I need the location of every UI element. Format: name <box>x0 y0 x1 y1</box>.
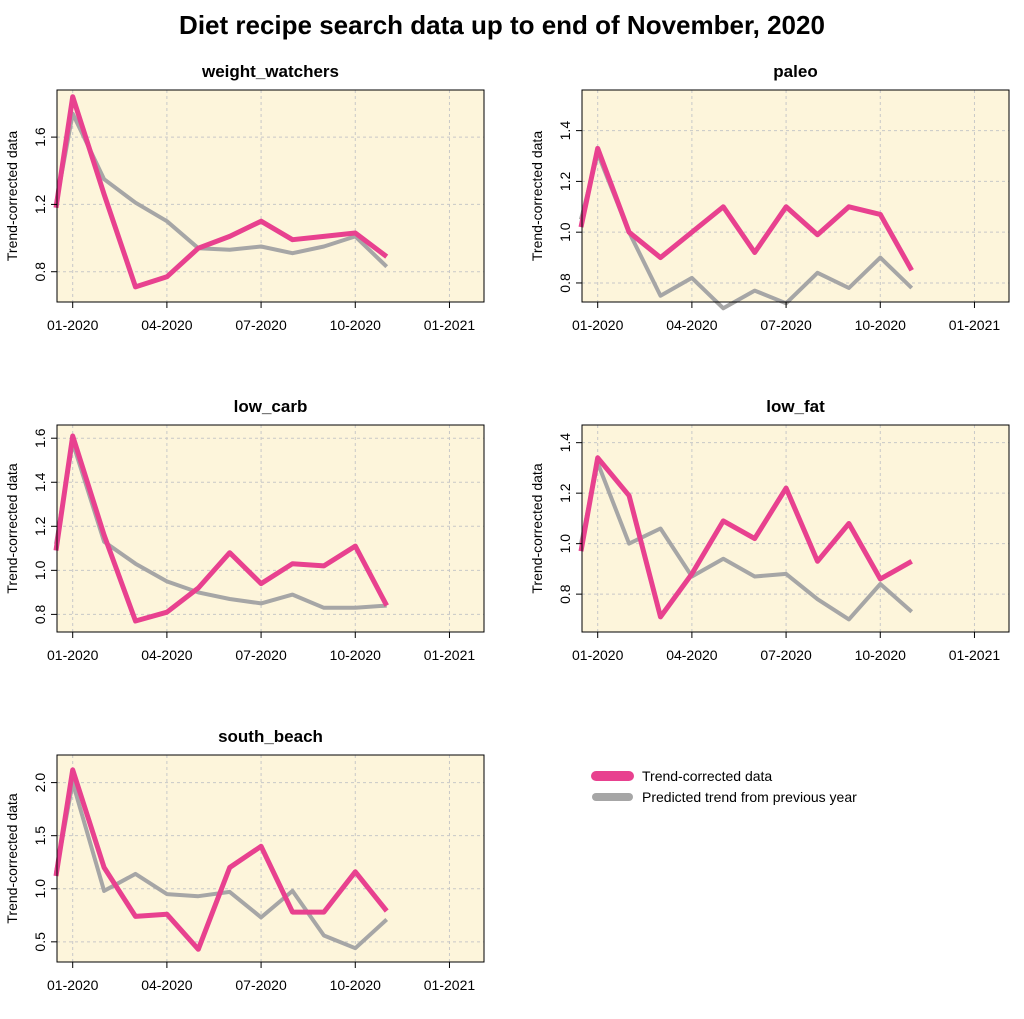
y-tick-label: 1.2 <box>557 483 573 503</box>
panel-low_carb: 01-2020 04-2020 07-2020 10-2020 01-2021 0.8 1.… <box>4 397 485 663</box>
y-tick-label: 1.0 <box>557 534 573 554</box>
y-tick-label: 0.8 <box>32 262 48 282</box>
plot-background <box>57 755 484 962</box>
plot-border <box>56 424 485 633</box>
legend-label: Predicted trend from previous year <box>642 789 857 805</box>
y-axis-label: Trend-corrected data <box>529 131 545 261</box>
y-tick-label: 1.2 <box>557 171 573 191</box>
x-tick-label: 01-2020 <box>47 647 99 663</box>
panels: 01-2020 04-2020 07-2020 10-2020 01-2021 0.8 1.… <box>4 62 1010 993</box>
panel-title: weight_watchers <box>201 62 339 81</box>
series-line-predicted <box>54 780 389 951</box>
plot-background <box>582 425 1009 632</box>
plot-border <box>56 754 485 963</box>
y-tick-label: 1.4 <box>32 472 48 492</box>
x-tick-label: 04-2020 <box>141 977 193 993</box>
x-tick-label: 07-2020 <box>760 647 812 663</box>
x-tick-label: 10-2020 <box>855 647 907 663</box>
x-tick-label: 07-2020 <box>235 977 287 993</box>
x-tick-label: 01-2020 <box>47 317 99 333</box>
panel-title: low_carb <box>234 397 308 416</box>
x-tick-label: 10-2020 <box>330 977 382 993</box>
x-tick-label: 01-2021 <box>949 647 1001 663</box>
x-tick-label: 04-2020 <box>141 647 193 663</box>
y-tick-label: 1.6 <box>32 127 48 147</box>
y-tick-label: 0.8 <box>557 584 573 604</box>
y-tick-label: 1.0 <box>32 560 48 580</box>
x-tick-label: 10-2020 <box>855 317 907 333</box>
x-tick-label: 01-2020 <box>47 977 99 993</box>
x-tick-label: 04-2020 <box>666 317 718 333</box>
y-tick-label: 0.8 <box>557 273 573 293</box>
panel-low_fat: 01-2020 04-2020 07-2020 10-2020 01-2021 0.8 1.… <box>529 397 1010 663</box>
y-tick-label: 1.4 <box>557 121 573 141</box>
y-axis-label: Trend-corrected data <box>4 463 20 593</box>
x-tick-label: 04-2020 <box>666 647 718 663</box>
x-tick-label: 01-2021 <box>424 977 476 993</box>
y-tick-label: 1.5 <box>32 826 48 846</box>
plot-background <box>582 90 1009 302</box>
figure-title: Diet recipe search data up to end of Nov… <box>179 10 825 40</box>
plot-background <box>57 90 484 302</box>
legend-label: Trend-corrected data <box>642 768 772 784</box>
panel-title: low_fat <box>766 397 825 416</box>
x-tick-label: 10-2020 <box>330 647 382 663</box>
x-tick-label: 01-2020 <box>572 317 624 333</box>
panel-title: south_beach <box>218 727 323 746</box>
y-tick-label: 1.2 <box>32 194 48 214</box>
y-tick-label: 1.0 <box>557 222 573 242</box>
x-tick-label: 01-2020 <box>572 647 624 663</box>
x-tick-label: 07-2020 <box>235 317 287 333</box>
y-axis-label: Trend-corrected data <box>4 131 20 261</box>
x-tick-label: 04-2020 <box>141 317 193 333</box>
y-axis-label: Trend-corrected data <box>4 793 20 923</box>
panel-weight_watchers: 01-2020 04-2020 07-2020 10-2020 01-2021 0.8 1.… <box>4 62 485 333</box>
x-tick-label: 07-2020 <box>760 317 812 333</box>
series-line-trend <box>53 767 389 952</box>
plot-border <box>581 424 1010 633</box>
panel-paleo: 01-2020 04-2020 07-2020 10-2020 01-2021 0.8 1.… <box>529 62 1010 333</box>
y-tick-label: 1.2 <box>32 516 48 536</box>
x-tick-label: 01-2021 <box>424 647 476 663</box>
series-line-trend <box>53 94 389 290</box>
y-tick-label: 1.4 <box>557 433 573 453</box>
y-tick-label: 1.6 <box>32 428 48 448</box>
y-tick-label: 1.0 <box>32 879 48 899</box>
plot-border <box>56 89 485 303</box>
series-line-trend <box>578 145 914 272</box>
y-tick-label: 0.5 <box>32 932 48 952</box>
y-tick-label: 0.8 <box>32 604 48 624</box>
legend: Trend-corrected data Predicted trend from… <box>591 768 857 805</box>
x-tick-label: 01-2021 <box>949 317 1001 333</box>
panel-title: paleo <box>773 62 817 81</box>
series-line-trend <box>578 455 913 620</box>
series-line-trend <box>53 433 389 624</box>
series-line-predicted <box>579 460 914 622</box>
y-tick-label: 2.0 <box>32 773 48 793</box>
x-tick-label: 10-2020 <box>330 317 382 333</box>
panel-south_beach: 01-2020 04-2020 07-2020 10-2020 01-2021 0.5 1.… <box>4 727 485 993</box>
series-line-predicted <box>54 111 389 269</box>
x-tick-label: 07-2020 <box>235 647 287 663</box>
x-tick-label: 01-2021 <box>424 317 476 333</box>
plot-border <box>581 89 1010 303</box>
y-axis-label: Trend-corrected data <box>529 463 545 593</box>
